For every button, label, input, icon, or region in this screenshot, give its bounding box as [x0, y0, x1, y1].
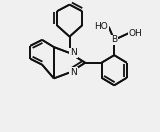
- Text: HO: HO: [94, 22, 108, 31]
- Text: N: N: [70, 68, 77, 77]
- Text: OH: OH: [129, 29, 143, 38]
- Text: N: N: [70, 48, 77, 57]
- Text: B: B: [111, 35, 117, 44]
